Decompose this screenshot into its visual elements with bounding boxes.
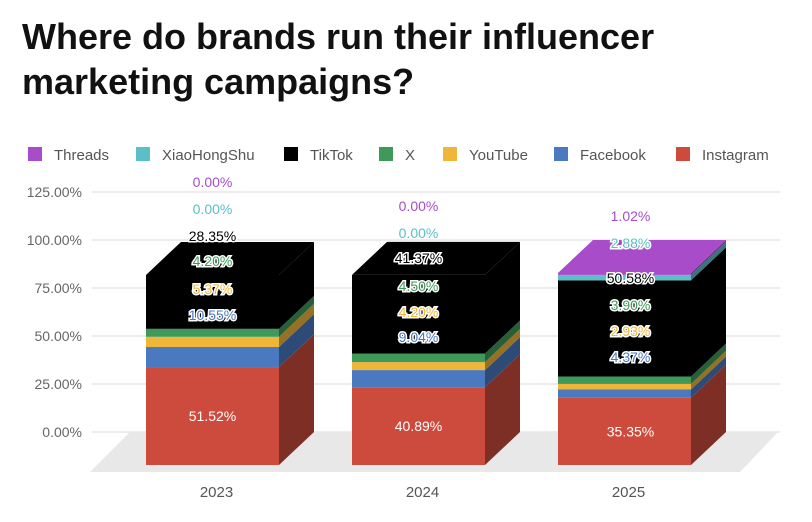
x-tick-label-2023: 2023 — [200, 484, 233, 501]
data-label-tiktok-2025: 50.58% — [607, 270, 654, 286]
bar-top-2023 — [146, 241, 314, 275]
bar-side-instagram-2025 — [691, 364, 726, 465]
bar-side-youtube-2025 — [691, 350, 726, 390]
bar-instagram-2024 — [352, 387, 485, 465]
legend-swatch-tiktok — [284, 147, 298, 161]
bar-side-instagram-2024 — [485, 354, 520, 465]
data-labels-2025: 35.35% 4.37% 2.93% 3.90% 50.58% 2.88% 1.02% — [605, 208, 655, 439]
data-label-x-2023: 4.20% — [193, 253, 233, 269]
legend-label-instagram: Instagram — [702, 147, 769, 164]
data-label-xiaohongshu-2023: 0.00% — [193, 201, 233, 217]
bar-side-x-2023 — [279, 295, 314, 337]
bar-side-youtube-2023 — [279, 303, 314, 348]
bar-side-tiktok-2024 — [485, 241, 520, 354]
y-tick-label: 75.00% — [35, 280, 82, 296]
bar-stack-2024 — [352, 241, 520, 465]
bar-tiktok-2024 — [352, 274, 485, 354]
bar-side-x-2025 — [691, 343, 726, 384]
x-tick-label-2025: 2025 — [612, 484, 645, 501]
bar-side-xiaohongshu-2025 — [691, 241, 726, 281]
legend-label-youtube: YouTube — [469, 147, 528, 164]
bar-instagram-2023 — [146, 367, 279, 465]
legend-swatch-facebook — [554, 147, 568, 161]
bar-side-tiktok-2025 — [691, 247, 726, 377]
data-label-threads-2025: 1.02% — [611, 208, 651, 224]
legend-swatch-threads — [28, 147, 42, 161]
bar-stack-2023 — [146, 241, 314, 465]
data-label-xiaohongshu-2024: 0.00% — [399, 225, 439, 241]
bar-youtube-2023 — [146, 336, 279, 348]
bar-side-threads-2025 — [691, 239, 726, 275]
legend-label-facebook: Facebook — [580, 147, 646, 164]
bar-x-2023 — [146, 328, 279, 337]
bar-top-2024 — [352, 241, 520, 275]
data-label-instagram-2024: 40.89% — [395, 418, 442, 434]
data-label-tiktok-2024: 41.37% — [395, 250, 442, 266]
bar-side-instagram-2023 — [279, 334, 314, 465]
chart-title: Where do brands run their influencer mar… — [22, 16, 655, 102]
bar-side-x-2024 — [485, 320, 520, 363]
legend-label-threads: Threads — [54, 147, 109, 164]
legend-swatch-instagram — [676, 147, 690, 161]
data-label-x-2024: 4.50% — [399, 278, 439, 294]
bar-facebook-2024 — [352, 370, 485, 388]
data-labels-2024: 40.89% 9.04% 4.20% 4.50% 41.37% 0.00% 0.00% — [393, 198, 443, 434]
data-label-xiaohongshu-2025: 2.88% — [611, 235, 651, 251]
bar-stack-2025 — [558, 239, 726, 465]
data-label-tiktok-2023: 28.35% — [189, 228, 236, 244]
bar-facebook-2023 — [146, 347, 279, 368]
data-labels-2023: 51.52% 10.55% 5.37% 4.20% 28.35% 0.00% 0.00% — [187, 174, 237, 424]
legend-swatch-x — [379, 147, 393, 161]
y-tick-label: 0.00% — [42, 424, 82, 440]
data-label-facebook-2025: 4.37% — [611, 349, 651, 365]
y-tick-label: 125.00% — [27, 184, 82, 200]
bar-xiaohongshu-2025 — [558, 274, 691, 281]
bar-x-2025 — [558, 376, 691, 384]
legend-label-xiaohongshu: XiaoHongShu — [162, 147, 255, 164]
bar-youtube-2024 — [352, 362, 485, 371]
bar-side-facebook-2023 — [279, 314, 314, 368]
data-label-youtube-2025: 2.93% — [611, 323, 651, 339]
data-label-x-2025: 3.90% — [611, 297, 651, 313]
x-tick-label-2024: 2024 — [406, 484, 439, 501]
bar-facebook-2025 — [558, 389, 691, 398]
bar-threads-2025 — [558, 272, 691, 275]
data-label-youtube-2023: 5.37% — [193, 281, 233, 297]
legend-swatch-youtube — [443, 147, 457, 161]
legend: Threads XiaoHongShu TikTok X YouTube Facebook… — [28, 147, 769, 164]
data-label-instagram-2023: 51.52% — [189, 408, 236, 424]
bar-side-tiktok-2023 — [279, 241, 314, 329]
data-label-instagram-2025: 35.35% — [607, 423, 654, 439]
data-label-threads-2024: 0.00% — [399, 198, 439, 214]
bar-side-facebook-2024 — [485, 337, 520, 388]
bar-top-2025 — [558, 239, 726, 273]
legend-label-tiktok: TikTok — [310, 147, 353, 164]
bar-tiktok-2025 — [558, 280, 691, 377]
data-label-threads-2023: 0.00% — [193, 174, 233, 190]
bar-x-2024 — [352, 353, 485, 363]
bar-tiktok-2023 — [146, 274, 279, 329]
bar-youtube-2025 — [558, 383, 691, 390]
bar-side-facebook-2025 — [691, 356, 726, 398]
y-tick-label: 100.00% — [27, 232, 82, 248]
y-tick-label: 50.00% — [35, 328, 82, 344]
data-label-facebook-2024: 9.04% — [399, 329, 439, 345]
legend-swatch-xiaohongshu — [136, 147, 150, 161]
data-label-facebook-2023: 10.55% — [189, 307, 236, 323]
bar-instagram-2025 — [558, 397, 691, 465]
bar-side-youtube-2024 — [485, 329, 520, 371]
legend-label-x: X — [405, 147, 415, 164]
data-label-youtube-2024: 4.20% — [399, 304, 439, 320]
y-tick-label: 25.00% — [35, 376, 82, 392]
